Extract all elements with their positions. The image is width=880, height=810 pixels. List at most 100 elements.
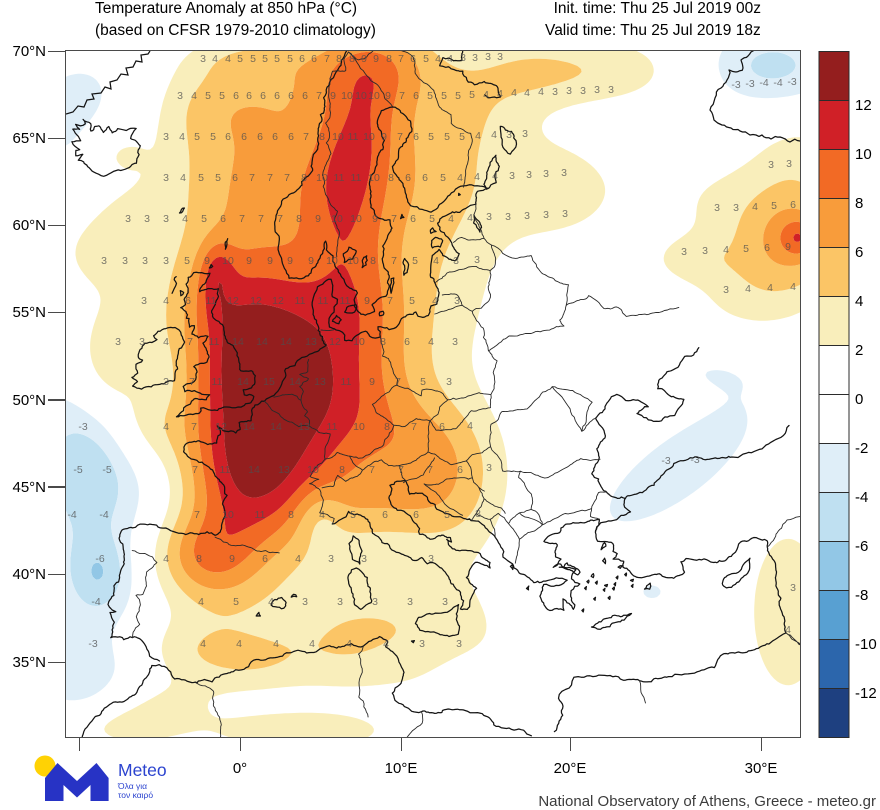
svg-text:7: 7 [277, 213, 283, 225]
svg-text:5: 5 [455, 90, 461, 102]
svg-text:5: 5 [194, 131, 200, 143]
svg-text:3: 3 [474, 254, 480, 266]
svg-text:3: 3 [302, 596, 308, 608]
svg-text:9: 9 [372, 213, 378, 225]
svg-text:-3: -3 [661, 455, 670, 467]
svg-text:9: 9 [287, 255, 293, 267]
svg-text:6: 6 [404, 336, 410, 348]
svg-text:3: 3 [163, 376, 169, 388]
svg-text:9: 9 [204, 255, 210, 267]
svg-text:3: 3 [790, 582, 796, 594]
svg-text:14: 14 [256, 336, 268, 348]
svg-text:10: 10 [350, 213, 362, 225]
svg-text:3: 3 [144, 213, 150, 225]
svg-text:4: 4 [435, 53, 441, 65]
svg-text:3: 3 [594, 84, 600, 96]
svg-text:6: 6 [410, 53, 416, 65]
svg-text:5: 5 [210, 131, 216, 143]
svg-text:7: 7 [398, 53, 404, 65]
svg-text:3: 3 [506, 129, 512, 141]
svg-text:4: 4 [752, 201, 758, 213]
svg-text:5: 5 [233, 596, 239, 608]
svg-text:13: 13 [314, 376, 326, 388]
svg-text:5: 5 [743, 243, 749, 255]
svg-text:5: 5 [459, 131, 465, 143]
svg-text:7: 7 [399, 90, 405, 102]
svg-text:5: 5 [428, 131, 434, 143]
svg-text:-4: -4 [91, 596, 100, 608]
svg-text:6: 6 [302, 90, 308, 102]
svg-text:9: 9 [785, 241, 791, 253]
svg-text:7: 7 [239, 213, 245, 225]
svg-text:3: 3 [453, 255, 459, 267]
svg-text:6: 6 [246, 90, 252, 102]
svg-text:3: 3 [372, 596, 378, 608]
svg-text:3: 3 [768, 159, 774, 171]
svg-text:3: 3 [419, 638, 425, 650]
svg-text:-3: -3 [78, 421, 87, 433]
svg-text:14: 14 [270, 421, 282, 433]
svg-text:6: 6 [413, 509, 419, 521]
svg-text:8: 8 [384, 421, 390, 433]
svg-text:3: 3 [122, 255, 128, 267]
svg-text:11: 11 [255, 509, 266, 521]
svg-text:3: 3 [543, 209, 549, 221]
svg-text:7: 7 [391, 213, 397, 225]
svg-text:3: 3 [442, 596, 448, 608]
svg-text:7: 7 [194, 509, 200, 521]
svg-text:-3: -3 [88, 638, 97, 650]
svg-text:11: 11 [340, 295, 351, 307]
svg-text:6: 6 [274, 90, 280, 102]
svg-text:7: 7 [411, 421, 417, 433]
svg-text:9: 9 [229, 553, 235, 565]
svg-text:4: 4 [474, 171, 480, 183]
svg-text:11: 11 [220, 464, 231, 476]
svg-text:-3: -3 [745, 78, 754, 90]
svg-text:10: 10 [353, 421, 365, 433]
svg-text:8: 8 [380, 336, 386, 348]
svg-text:7: 7 [267, 172, 273, 184]
svg-text:7: 7 [324, 53, 330, 65]
svg-text:5: 5 [409, 295, 415, 307]
svg-text:6: 6 [225, 131, 231, 143]
svg-text:5: 5 [237, 53, 243, 65]
svg-text:-3: -3 [690, 454, 699, 466]
svg-text:4: 4 [383, 638, 389, 650]
svg-text:3: 3 [522, 128, 528, 140]
svg-text:10: 10 [222, 509, 234, 521]
svg-text:3: 3 [460, 52, 466, 64]
svg-text:5: 5 [274, 53, 280, 65]
svg-text:6: 6 [413, 90, 419, 102]
svg-text:8: 8 [296, 213, 302, 225]
svg-text:6: 6 [233, 90, 239, 102]
svg-text:5: 5 [287, 53, 293, 65]
svg-text:4: 4 [179, 131, 185, 143]
svg-text:7: 7 [369, 464, 375, 476]
svg-text:3: 3 [472, 52, 478, 64]
svg-text:6: 6 [232, 172, 238, 184]
svg-text:3: 3 [681, 246, 687, 258]
svg-text:4: 4 [767, 282, 773, 294]
svg-text:7: 7 [427, 464, 433, 476]
svg-text:5: 5 [444, 131, 450, 143]
svg-text:3: 3 [407, 596, 413, 608]
svg-text:3: 3 [723, 284, 729, 296]
svg-text:9: 9 [385, 90, 391, 102]
svg-text:11: 11 [351, 172, 362, 184]
svg-text:4: 4 [433, 255, 439, 267]
svg-text:10: 10 [368, 90, 380, 102]
svg-text:14: 14 [243, 421, 255, 433]
svg-text:5: 5 [262, 53, 268, 65]
svg-text:5: 5 [184, 255, 190, 267]
svg-text:5: 5 [440, 172, 446, 184]
svg-text:3: 3 [526, 169, 532, 181]
svg-text:7: 7 [316, 90, 322, 102]
svg-text:-5: -5 [73, 464, 82, 476]
svg-text:4: 4 [483, 89, 489, 101]
svg-text:7: 7 [398, 464, 404, 476]
svg-text:9: 9 [330, 90, 336, 102]
svg-text:4: 4 [198, 596, 204, 608]
svg-text:3: 3 [163, 131, 169, 143]
svg-text:3: 3 [543, 168, 549, 180]
svg-text:4: 4 [268, 596, 274, 608]
